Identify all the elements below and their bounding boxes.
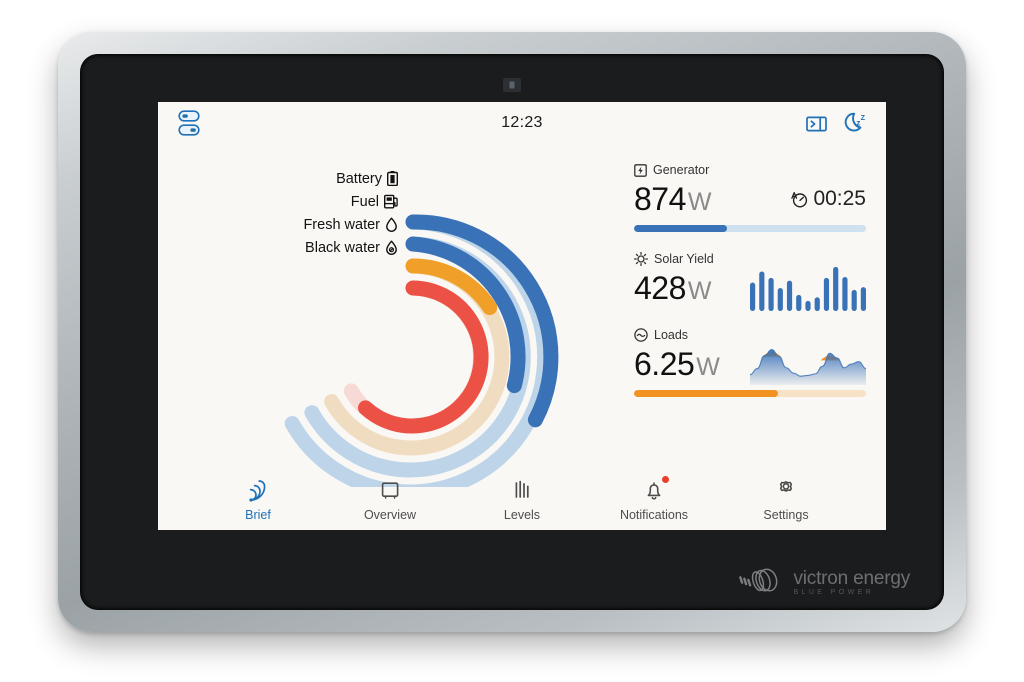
metric-solar-yield[interactable]: Solar Yield 428W bbox=[633, 251, 866, 311]
arc-black-water bbox=[343, 280, 489, 434]
device-bezel: 12:23 z Z bbox=[80, 54, 944, 610]
toggle-switches-icon[interactable] bbox=[178, 110, 200, 145]
gauge-legend-item-fresh-water[interactable]: Fresh water bbox=[226, 213, 398, 236]
metric-solar-yield-value: 428W bbox=[634, 272, 712, 304]
nav-label-overview: Overview bbox=[363, 507, 417, 522]
gauge-legend-item-fuel[interactable]: Fuel bbox=[226, 190, 398, 213]
gauge-legend: Battery Fuel bbox=[226, 167, 399, 259]
generator-bolt-icon bbox=[634, 163, 647, 177]
gauge-legend-label-fuel: Fuel bbox=[350, 193, 379, 210]
brand-logo: victron energy BLUE POWER bbox=[738, 568, 910, 596]
gauge-legend-item-battery[interactable]: Battery bbox=[226, 167, 399, 190]
metric-generator-unit: W bbox=[687, 188, 712, 216]
black-water-icon bbox=[385, 240, 398, 255]
sleep-moon-icon[interactable]: z Z bbox=[843, 112, 868, 136]
loads-area-sparkline bbox=[749, 343, 867, 385]
metric-generator-header: Generator bbox=[634, 162, 866, 178]
levels-bars-icon bbox=[510, 477, 534, 503]
brief-waves-icon bbox=[246, 477, 270, 503]
gauge-legend-label-battery: Battery bbox=[336, 170, 382, 187]
bottom-navigation: Brief Overview bbox=[158, 468, 886, 530]
metric-solar-yield-title: Solar Yield bbox=[654, 252, 714, 266]
display-screen: 12:23 z Z bbox=[158, 102, 886, 530]
gauge-legend-label-black-water: Black water bbox=[305, 239, 380, 256]
metric-loads-progress-fill bbox=[634, 390, 778, 397]
sun-icon bbox=[633, 251, 649, 267]
metric-loads-progress bbox=[634, 390, 866, 397]
metric-loads-body: 6.25W bbox=[634, 343, 867, 385]
metrics-panel: Generator 874W bbox=[633, 162, 867, 397]
status-bar: 12:23 z Z bbox=[158, 102, 886, 150]
nav-label-brief: Brief bbox=[245, 507, 271, 522]
metric-generator-runtime: 00:25 bbox=[791, 187, 866, 211]
metric-loads-value: 6.25W bbox=[634, 348, 720, 380]
radial-arcs bbox=[284, 214, 559, 500]
nav-label-settings: Settings bbox=[763, 507, 809, 522]
metric-generator-progress-fill bbox=[634, 225, 727, 232]
metric-loads[interactable]: Loads 6.25W bbox=[634, 327, 867, 397]
svg-text:z: z bbox=[856, 118, 860, 128]
arc-battery bbox=[284, 214, 559, 500]
metric-solar-yield-header: Solar Yield bbox=[633, 251, 866, 267]
clock: 12:23 bbox=[501, 114, 543, 131]
runtime-timer-icon bbox=[791, 191, 808, 208]
metric-generator-title: Generator bbox=[653, 163, 710, 177]
notifications-badge bbox=[662, 475, 669, 483]
metric-generator-progress bbox=[634, 225, 866, 232]
panel-toggle-icon[interactable] bbox=[806, 115, 827, 133]
arc-fresh-water bbox=[324, 258, 510, 456]
fuel-pump-icon bbox=[383, 194, 398, 209]
metric-generator[interactable]: Generator 874W bbox=[634, 162, 866, 232]
nav-item-brief[interactable]: Brief bbox=[192, 477, 324, 522]
svg-text:Z: Z bbox=[861, 113, 866, 122]
metric-loads-number: 6.25 bbox=[634, 346, 695, 382]
metric-solar-yield-body: 428W bbox=[634, 265, 866, 311]
brand-tagline: BLUE POWER bbox=[793, 588, 875, 596]
solar-yield-bar-sparkline bbox=[750, 265, 866, 311]
gear-icon bbox=[774, 477, 798, 503]
victron-swirl-logo-icon bbox=[738, 568, 784, 596]
nav-item-levels[interactable]: Levels bbox=[456, 477, 588, 522]
metric-solar-yield-number: 428 bbox=[634, 270, 686, 306]
metric-loads-header: Loads bbox=[634, 327, 866, 343]
loads-icon bbox=[634, 328, 648, 342]
overview-box-icon bbox=[378, 477, 402, 503]
levels-radial-gauge[interactable]: Battery Fuel bbox=[248, 157, 578, 500]
metric-generator-runtime-value: 00:25 bbox=[813, 187, 866, 210]
brand-name: victron energy bbox=[793, 567, 910, 589]
metric-generator-body: 874W 00:25 bbox=[634, 179, 866, 219]
water-drop-icon bbox=[385, 217, 398, 232]
metric-loads-title: Loads bbox=[654, 328, 689, 342]
arc-fuel bbox=[304, 236, 531, 478]
nav-label-notifications: Notifications bbox=[619, 507, 689, 522]
battery-icon bbox=[386, 171, 399, 187]
nav-item-overview[interactable]: Overview bbox=[324, 477, 456, 522]
metric-loads-unit: W bbox=[696, 353, 720, 381]
bell-icon bbox=[642, 475, 669, 503]
gauge-legend-label-fresh-water: Fresh water bbox=[303, 216, 380, 233]
nav-item-notifications[interactable]: Notifications bbox=[588, 475, 720, 522]
nav-label-levels: Levels bbox=[503, 507, 541, 522]
gauge-legend-item-black-water[interactable]: Black water bbox=[226, 236, 398, 259]
metric-generator-number: 874 bbox=[634, 181, 686, 217]
metric-solar-yield-unit: W bbox=[687, 277, 712, 305]
nav-item-settings[interactable]: Settings bbox=[720, 477, 852, 522]
brand-wordmark: victron energy BLUE POWER bbox=[793, 569, 910, 596]
metric-generator-value: 874W bbox=[634, 183, 712, 215]
device-frame: 12:23 z Z bbox=[58, 32, 966, 632]
status-bar-actions: z Z bbox=[806, 112, 868, 136]
camera-sensor-icon bbox=[503, 78, 521, 92]
